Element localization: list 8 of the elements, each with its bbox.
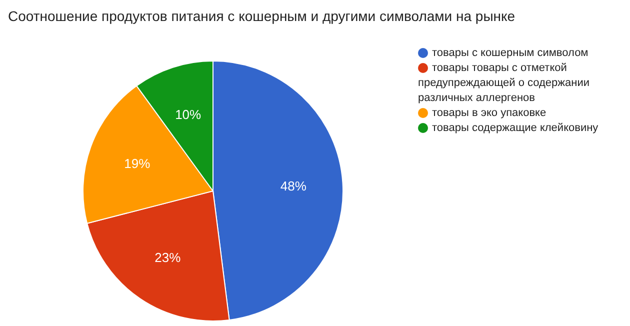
- data-label: 19%: [124, 156, 151, 172]
- legend-label: товары с кошерным символом: [432, 47, 588, 59]
- data-label: 10%: [175, 106, 202, 122]
- data-label: 48%: [280, 178, 307, 194]
- chart-title: Соотношение продуктов питания с кошерным и другими символами на рынке: [8, 8, 516, 26]
- legend-label: товары содержащие клейковину: [432, 122, 598, 134]
- legend-label: товары в эко упаковке: [432, 107, 546, 119]
- data-label: 23%: [154, 250, 182, 266]
